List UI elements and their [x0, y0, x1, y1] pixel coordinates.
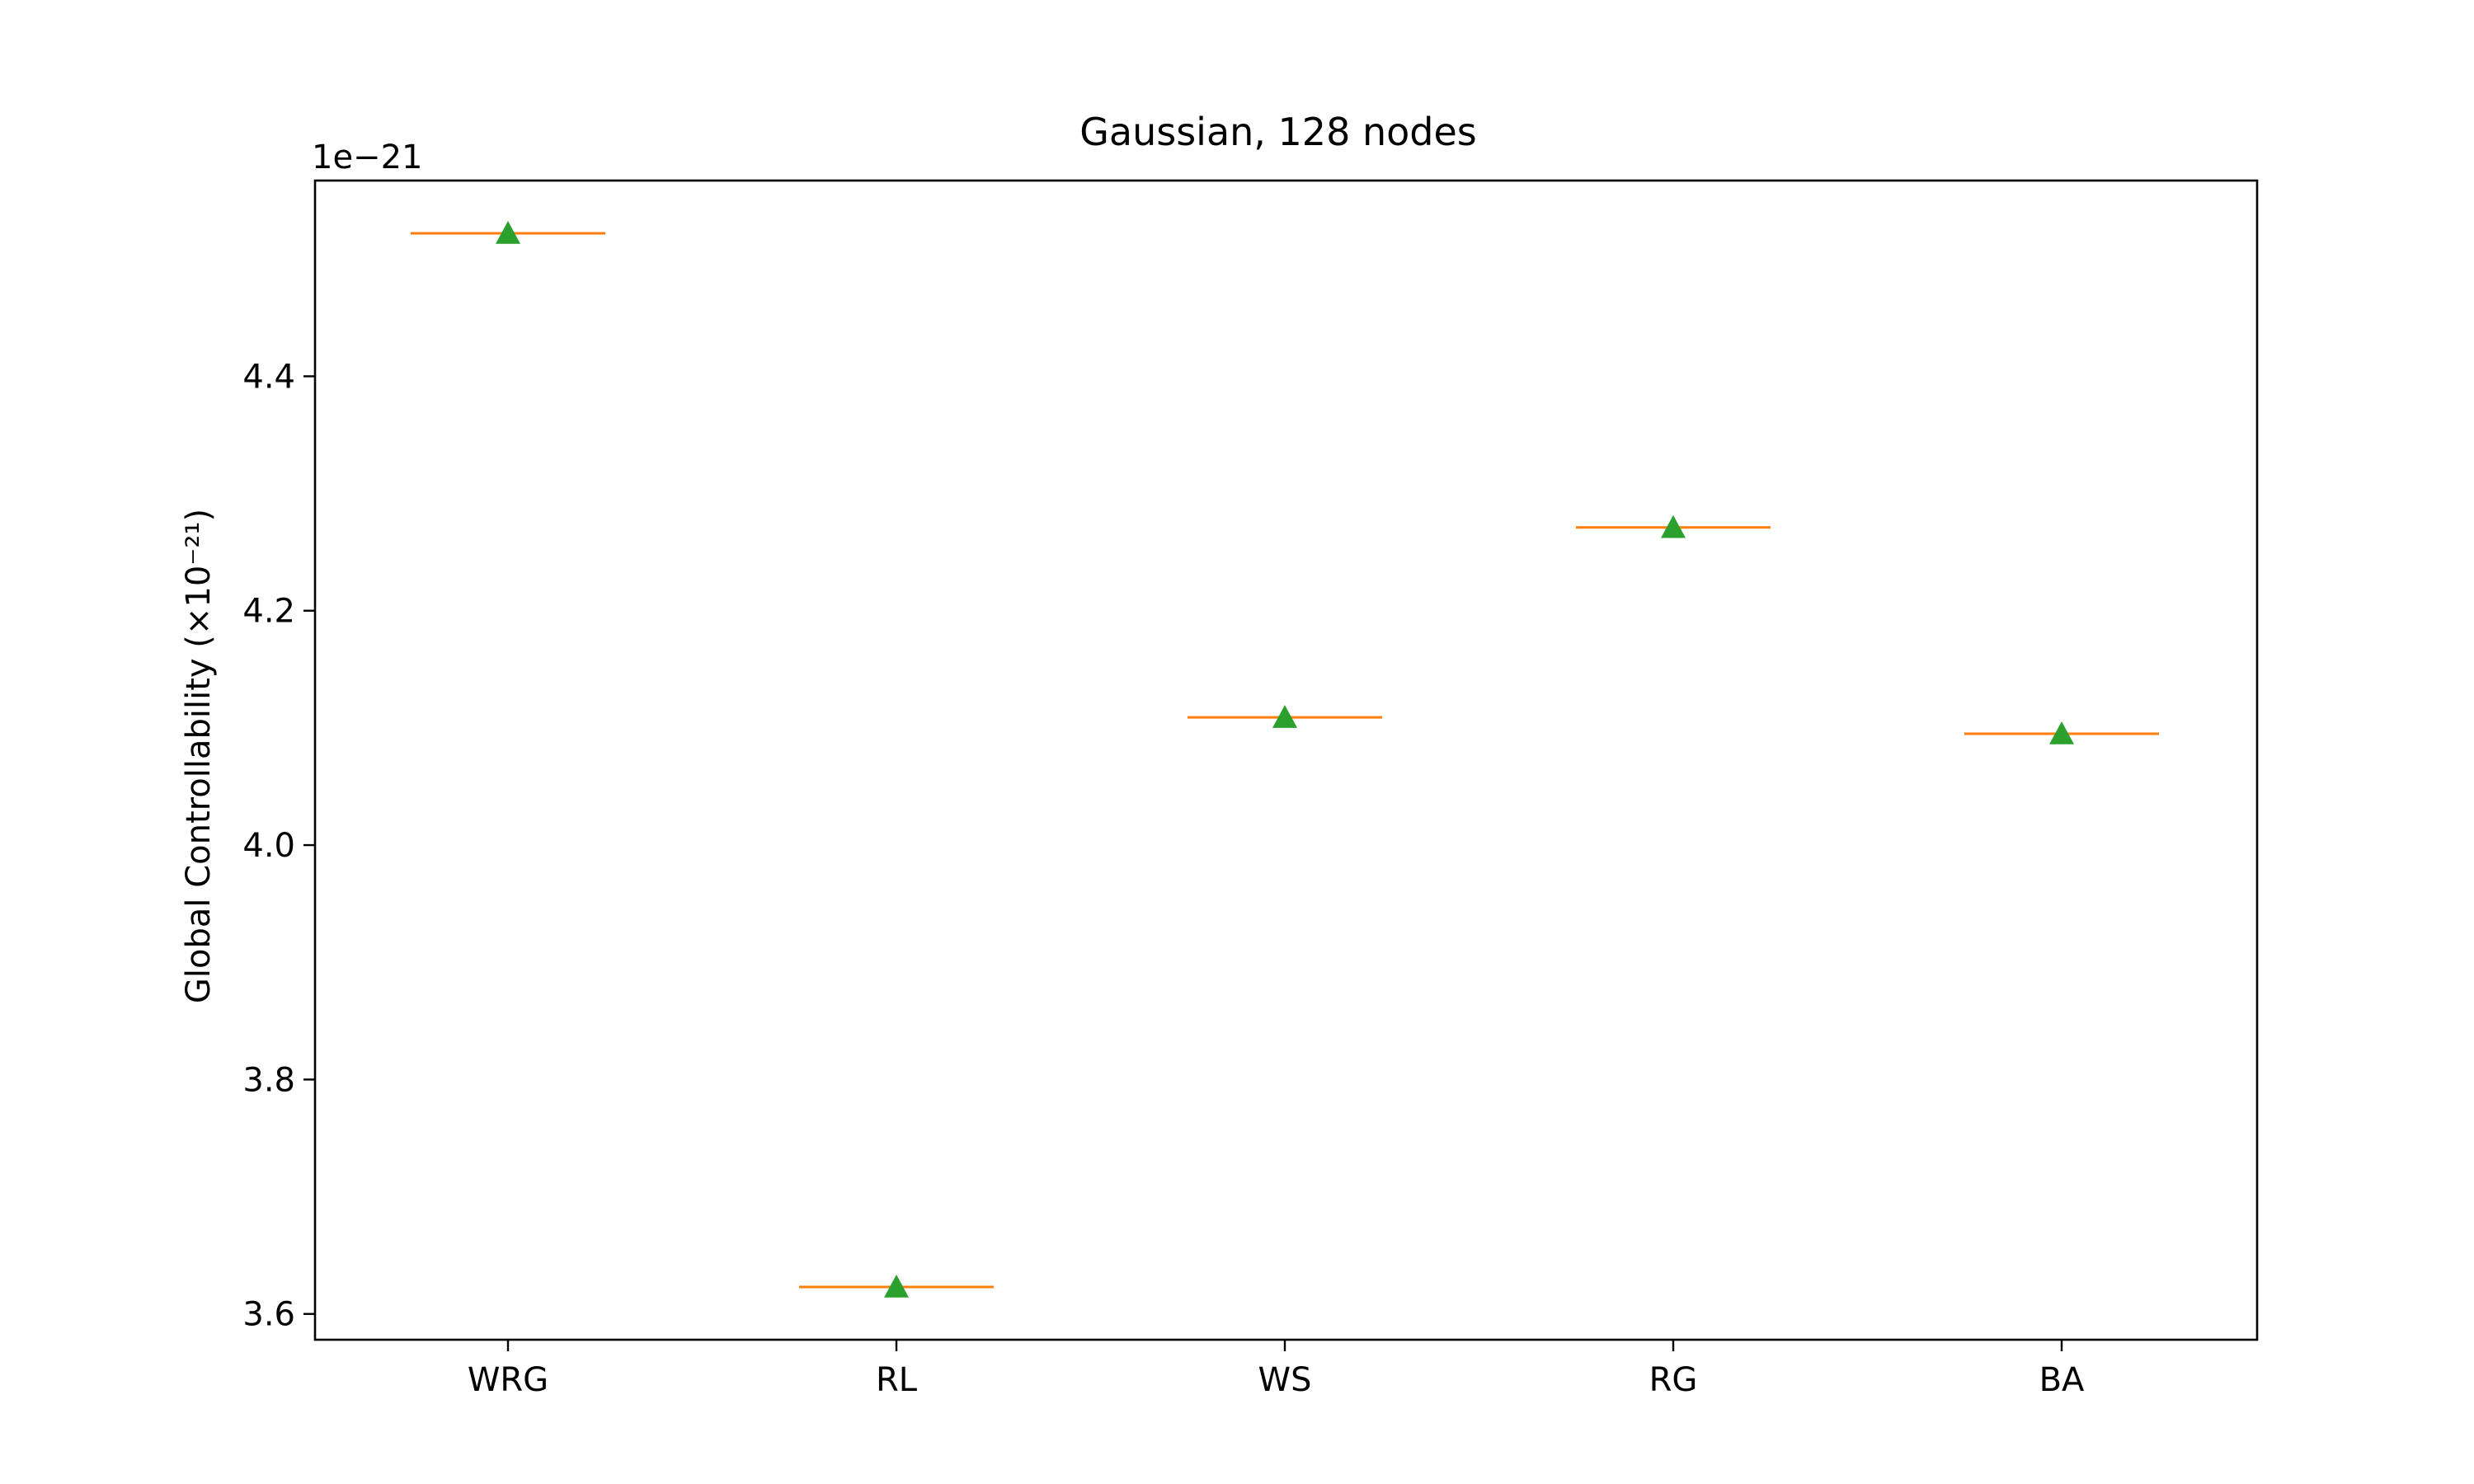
mean-marker	[1661, 514, 1686, 538]
y-tick-label: 4.4	[242, 358, 295, 396]
x-tick-label: WRG	[468, 1361, 548, 1399]
x-tick-label: RG	[1649, 1361, 1698, 1399]
axes-frame	[313, 179, 2259, 1341]
y-axis-offset-text: 1e−21	[312, 139, 422, 176]
y-tick-label: 3.6	[242, 1296, 295, 1334]
y-tick-label: 4.0	[242, 827, 295, 865]
mean-marker	[1272, 705, 1297, 728]
x-tick-label: RL	[876, 1361, 918, 1399]
mean-marker	[2049, 721, 2074, 744]
mean-marker	[884, 1275, 909, 1298]
mean-marker	[496, 220, 520, 244]
y-tick-label: 3.8	[242, 1061, 295, 1099]
y-tick-label: 4.2	[242, 593, 295, 631]
y-axis-label: Global Controllability (×10⁻²¹)	[180, 509, 218, 1003]
chart-title: Gaussian, 128 nodes	[1079, 110, 1476, 154]
plot-area: 3.6 3.8 4.0 4.2 4.4 WRG RL WS RG BA	[242, 220, 2159, 1399]
x-tick-label: BA	[2039, 1361, 2085, 1399]
x-tick-label: WS	[1258, 1361, 1312, 1399]
